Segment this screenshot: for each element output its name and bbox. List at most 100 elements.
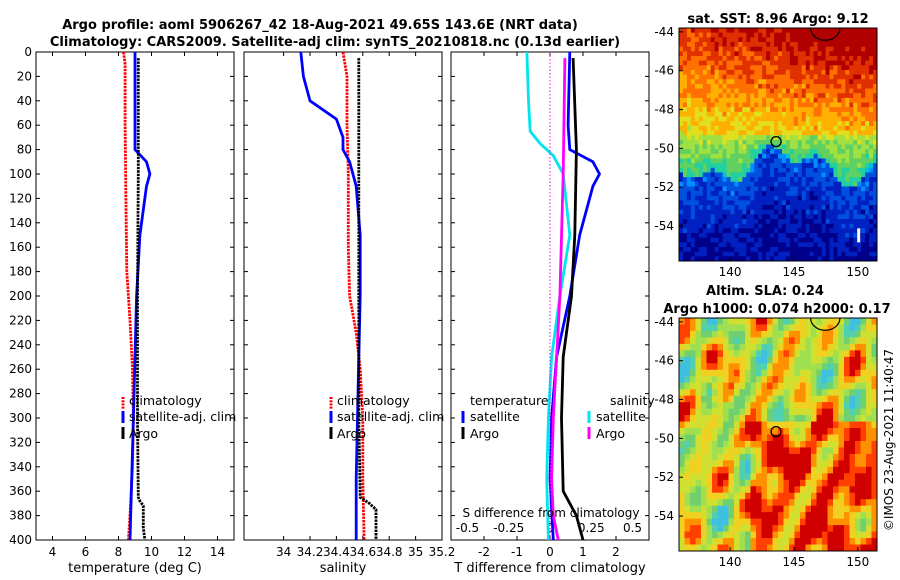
map-cell	[861, 251, 866, 257]
map-cell	[774, 88, 779, 94]
map-cell	[682, 32, 688, 38]
map-cell	[797, 209, 803, 215]
map-cell	[690, 32, 696, 38]
legend-climatology-label: climatology	[129, 393, 202, 408]
map-cell	[833, 499, 840, 507]
map-cell	[778, 256, 783, 261]
map-cell	[869, 195, 874, 202]
map-cell	[722, 163, 728, 169]
map-cell	[701, 421, 708, 429]
map-cell	[860, 337, 867, 345]
map-cell	[734, 356, 741, 364]
map-cell	[778, 440, 785, 449]
map-cell	[714, 60, 720, 66]
map-cell	[841, 219, 846, 225]
map-cell	[723, 369, 730, 377]
map-cell	[706, 251, 712, 257]
map-cell	[789, 242, 795, 248]
map-cell	[754, 144, 759, 150]
map-cell	[730, 228, 736, 234]
map-cell	[690, 518, 697, 526]
map-cell	[817, 172, 823, 178]
map-cell	[789, 486, 796, 494]
map-cell	[865, 116, 870, 122]
map-cell	[734, 473, 741, 481]
map-cell	[723, 324, 730, 332]
map-cell	[684, 434, 691, 442]
map-cell	[781, 32, 787, 38]
map-cell	[679, 350, 686, 358]
map-cell	[745, 337, 752, 345]
map-cell	[805, 395, 812, 403]
map-cell	[800, 324, 807, 332]
map-cell	[860, 466, 867, 474]
map-cell	[718, 149, 724, 155]
map-cell	[679, 337, 686, 345]
map-cell	[829, 55, 835, 62]
map-cell	[797, 237, 803, 243]
map-cell	[821, 51, 827, 57]
map-cell	[679, 111, 684, 118]
map-cell	[762, 41, 767, 48]
map-cell	[762, 163, 767, 169]
map-cell	[679, 65, 684, 71]
map-cell	[817, 144, 823, 150]
map-cell	[730, 191, 736, 197]
map-cell	[809, 214, 815, 220]
map-cell	[809, 181, 815, 188]
map-cell	[816, 330, 823, 339]
map-cell	[841, 93, 846, 99]
map-cell	[873, 228, 877, 234]
map-cell	[718, 177, 724, 183]
map-cell	[730, 167, 736, 174]
map-cell	[774, 97, 779, 104]
map-cell	[829, 167, 835, 174]
map-cell	[797, 135, 803, 141]
map-cell	[714, 37, 720, 43]
map-cell	[710, 153, 716, 160]
map-cell	[679, 492, 686, 500]
map-cell	[698, 111, 704, 118]
map-cell	[844, 538, 851, 546]
map-cell	[767, 473, 774, 481]
map-cell	[772, 350, 779, 358]
map-cell	[686, 167, 692, 174]
map-cell	[754, 37, 759, 43]
map-cell	[770, 130, 775, 136]
map-cell	[754, 247, 759, 253]
map-cell	[774, 237, 779, 243]
map-cell	[761, 499, 768, 507]
map-cell	[838, 402, 845, 410]
map-cell	[789, 144, 795, 150]
map-cell	[734, 88, 739, 94]
map-cell	[833, 233, 838, 239]
map-cell	[841, 88, 846, 94]
map-cell	[718, 107, 724, 113]
map-cell	[746, 172, 751, 178]
map-cell	[845, 83, 850, 90]
map-cell	[871, 518, 877, 526]
map-cell	[742, 172, 747, 178]
map-cell	[800, 376, 807, 384]
map-cell	[821, 205, 827, 211]
map-cell	[679, 195, 684, 202]
map-cell	[829, 60, 835, 66]
map-cell	[841, 111, 846, 118]
map-cell	[853, 233, 858, 239]
map-cell	[702, 167, 708, 174]
map-cell	[714, 209, 720, 215]
map-cell	[837, 65, 842, 71]
map-cell	[785, 172, 791, 178]
map-cell	[821, 65, 827, 71]
map-cell	[794, 324, 801, 332]
map-cell	[730, 32, 736, 38]
map-cell	[860, 473, 867, 481]
map-cell	[754, 88, 759, 94]
map-cell	[754, 237, 759, 243]
map-cell	[865, 200, 870, 206]
map-cell	[730, 247, 736, 253]
map-cell	[833, 395, 840, 403]
map-cell	[866, 389, 873, 397]
map-cell	[742, 144, 747, 150]
map-cell	[712, 350, 719, 358]
